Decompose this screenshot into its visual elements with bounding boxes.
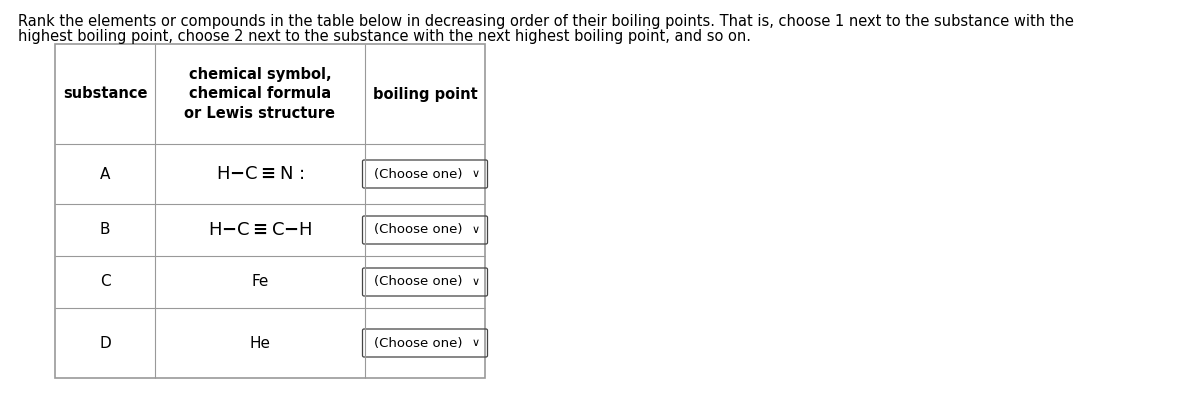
Text: ∨: ∨ xyxy=(472,338,480,348)
Text: (Choose one): (Choose one) xyxy=(374,337,462,350)
Text: H$\mathbf{-}$C$\mathbf{\equiv}$N :: H$\mathbf{-}$C$\mathbf{\equiv}$N : xyxy=(216,165,305,183)
Text: ∨: ∨ xyxy=(472,225,480,235)
Text: H$\mathbf{-}$C$\mathbf{\equiv}$C$\mathbf{-}$H: H$\mathbf{-}$C$\mathbf{\equiv}$C$\mathbf… xyxy=(208,221,312,239)
Text: highest boiling point, choose 2 next to the substance with the next highest boil: highest boiling point, choose 2 next to … xyxy=(18,29,751,44)
Text: chemical symbol,
chemical formula
or Lewis structure: chemical symbol, chemical formula or Lew… xyxy=(185,67,336,121)
Text: C: C xyxy=(100,274,110,289)
Text: D: D xyxy=(100,335,110,350)
Text: boiling point: boiling point xyxy=(373,86,478,101)
Text: Rank the elements or compounds in the table below in decreasing order of their b: Rank the elements or compounds in the ta… xyxy=(18,14,1074,29)
Text: substance: substance xyxy=(62,86,148,101)
Text: B: B xyxy=(100,223,110,238)
Text: Fe: Fe xyxy=(251,274,269,289)
Text: ∨: ∨ xyxy=(472,277,480,287)
Text: (Choose one): (Choose one) xyxy=(374,168,462,181)
Text: ∨: ∨ xyxy=(472,169,480,179)
Text: (Choose one): (Choose one) xyxy=(374,223,462,236)
Text: He: He xyxy=(250,335,270,350)
Text: (Choose one): (Choose one) xyxy=(374,276,462,289)
Text: A: A xyxy=(100,166,110,181)
Bar xyxy=(55,44,485,378)
